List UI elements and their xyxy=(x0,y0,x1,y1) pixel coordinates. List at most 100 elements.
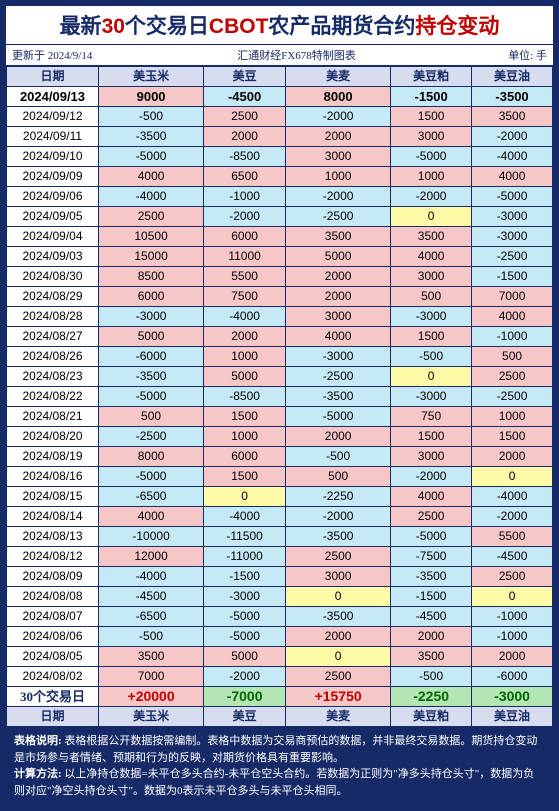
value-cell: 1500 xyxy=(391,327,472,347)
value-cell: 7500 xyxy=(204,287,286,307)
date-cell: 2024/08/13 xyxy=(7,527,99,547)
col-header: 美豆 xyxy=(204,707,286,727)
value-cell: -500 xyxy=(391,347,472,367)
value-cell: 2000 xyxy=(286,627,391,647)
title-part: 个交易日 xyxy=(125,15,209,38)
value-cell: 0 xyxy=(286,587,391,607)
value-cell: 3000 xyxy=(391,447,472,467)
value-cell: -500 xyxy=(99,627,204,647)
date-cell: 2024/09/09 xyxy=(7,167,99,187)
value-cell: -5000 xyxy=(472,187,553,207)
title-part: 30 xyxy=(102,15,125,38)
date-cell: 2024/08/14 xyxy=(7,507,99,527)
table-row: 2024/08/308500550020003000-1500 xyxy=(7,267,553,287)
value-cell: 1000 xyxy=(204,427,286,447)
date-cell: 2024/08/05 xyxy=(7,647,99,667)
summary-label: 30个交易日 xyxy=(7,687,99,707)
date-cell: 2024/08/12 xyxy=(7,547,99,567)
value-cell: 1000 xyxy=(286,167,391,187)
value-cell: 8000 xyxy=(99,447,204,467)
value-cell: -3000 xyxy=(391,387,472,407)
value-cell: 2000 xyxy=(472,647,553,667)
table-row: 2024/08/20-25001000200015001500 xyxy=(7,427,553,447)
table-row: 2024/08/144000-4000-20002500-2000 xyxy=(7,507,553,527)
value-cell: -2500 xyxy=(472,387,553,407)
col-header: 美豆粕 xyxy=(391,67,472,87)
value-cell: 2000 xyxy=(286,427,391,447)
footer-p1: 表格说明: 表格根据公开数据按需编制。表格中数据为交易商预估的数据，并非最终交易… xyxy=(14,733,545,766)
date-cell: 2024/09/05 xyxy=(7,207,99,227)
date-cell: 2024/08/26 xyxy=(7,347,99,367)
value-cell: -2250 xyxy=(286,487,391,507)
value-cell: -4500 xyxy=(99,587,204,607)
value-cell: -6000 xyxy=(472,667,553,687)
value-cell: -3000 xyxy=(99,307,204,327)
col-header: 美豆 xyxy=(204,67,286,87)
table-row: 2024/09/12-5002500-200015003500 xyxy=(7,107,553,127)
value-cell: 2000 xyxy=(391,627,472,647)
date-cell: 2024/08/15 xyxy=(7,487,99,507)
table-row: 2024/08/09-4000-15003000-35002500 xyxy=(7,567,553,587)
value-cell: -1000 xyxy=(472,327,553,347)
footer-notes: 表格说明: 表格根据公开数据按需编制。表格中数据为交易商预估的数据，并非最终交易… xyxy=(6,727,553,805)
col-header: 美豆油 xyxy=(472,707,553,727)
table-row: 2024/08/275000200040001500-1000 xyxy=(7,327,553,347)
value-cell: 7000 xyxy=(472,287,553,307)
table-row: 2024/08/1212000-110002500-7500-4500 xyxy=(7,547,553,567)
value-cell: -1000 xyxy=(472,607,553,627)
value-cell: -6500 xyxy=(99,487,204,507)
value-cell: 4000 xyxy=(391,247,472,267)
table-row: 2024/09/0410500600035003500-3000 xyxy=(7,227,553,247)
date-cell: 2024/09/04 xyxy=(7,227,99,247)
table-row: 2024/08/027000-20002500-500-6000 xyxy=(7,667,553,687)
table-row: 2024/08/1980006000-50030002000 xyxy=(7,447,553,467)
col-header: 美玉米 xyxy=(99,707,204,727)
date-cell: 2024/08/20 xyxy=(7,427,99,447)
meta-source: 汇通财经FX678特制图表 xyxy=(188,45,404,65)
value-cell: -5000 xyxy=(204,627,286,647)
date-cell: 2024/08/30 xyxy=(7,267,99,287)
value-cell: 3000 xyxy=(391,267,472,287)
value-cell: 4000 xyxy=(391,487,472,507)
table-row: 2024/09/0940006500100010004000 xyxy=(7,167,553,187)
page-title: 最新30个交易日CBOT农产品期货合约持仓变动 xyxy=(6,6,553,45)
summary-value: +20000 xyxy=(99,687,204,707)
table-row: 2024/08/08-4500-30000-15000 xyxy=(7,587,553,607)
value-cell: 0 xyxy=(391,367,472,387)
footer-p2: 计算方法: 以上净持仓数据=未平仓多头合约-未平仓空头合约。若数据为正则为"净多… xyxy=(14,766,545,799)
value-cell: -1500 xyxy=(472,267,553,287)
value-cell: 4000 xyxy=(286,327,391,347)
value-cell: -4500 xyxy=(472,547,553,567)
value-cell: 5000 xyxy=(204,367,286,387)
value-cell: -500 xyxy=(286,447,391,467)
bottom-header-row: 日期美玉米美豆美麦美豆粕美豆油 xyxy=(7,707,553,727)
value-cell: 7000 xyxy=(99,667,204,687)
table-row: 2024/08/215001500-50007501000 xyxy=(7,407,553,427)
value-cell: 3500 xyxy=(391,227,472,247)
value-cell: 2000 xyxy=(286,287,391,307)
value-cell: 3500 xyxy=(99,647,204,667)
value-cell: -2000 xyxy=(286,507,391,527)
value-cell: 0 xyxy=(204,487,286,507)
col-header: 美豆油 xyxy=(472,67,553,87)
value-cell: 9000 xyxy=(99,87,204,107)
value-cell: -2000 xyxy=(286,107,391,127)
title-part: CBOT xyxy=(209,15,269,38)
value-cell: -2000 xyxy=(391,187,472,207)
value-cell: 5500 xyxy=(472,527,553,547)
value-cell: -5000 xyxy=(391,147,472,167)
table-row: 2024/08/296000750020005007000 xyxy=(7,287,553,307)
value-cell: 3000 xyxy=(286,567,391,587)
value-cell: -3500 xyxy=(286,607,391,627)
table-row: 2024/09/10-5000-85003000-5000-4000 xyxy=(7,147,553,167)
col-header-date: 日期 xyxy=(7,707,99,727)
value-cell: 1500 xyxy=(204,407,286,427)
value-cell: -8500 xyxy=(204,387,286,407)
footer-p2-label: 计算方法: xyxy=(14,768,64,780)
date-cell: 2024/09/06 xyxy=(7,187,99,207)
value-cell: 5000 xyxy=(99,327,204,347)
table-row: 2024/09/139000-45008000-1500-3500 xyxy=(7,87,553,107)
value-cell: -500 xyxy=(391,667,472,687)
value-cell: -3500 xyxy=(99,367,204,387)
value-cell: 2500 xyxy=(286,547,391,567)
